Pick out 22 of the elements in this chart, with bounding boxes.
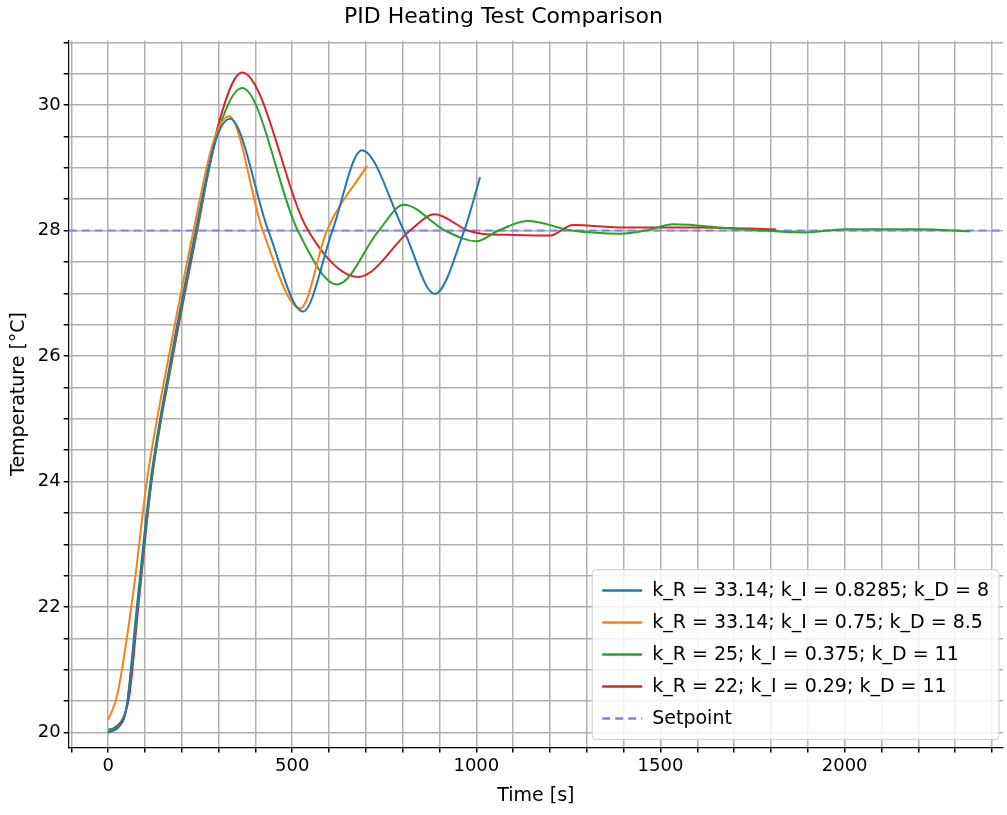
legend-label: k_R = 25; k_I = 0.375; k_D = 11: [652, 641, 959, 665]
x-tick-label: 500: [275, 754, 310, 776]
legend-label: k_R = 22; k_I = 0.29; k_D = 11: [652, 673, 947, 697]
line-series: [107, 71, 777, 734]
y-tick-label: 28: [37, 218, 61, 240]
legend-label: k_R = 33.14; k_I = 0.75; k_D = 8.5: [652, 609, 983, 633]
x-tick-label: 0: [102, 754, 114, 776]
x-tick-label: 2000: [821, 754, 868, 776]
y-tick-label: 26: [37, 343, 61, 365]
y-tick-label: 30: [37, 92, 61, 114]
x-axis-title: Time [s]: [496, 782, 575, 805]
y-tick-label: 24: [37, 469, 61, 491]
y-axis-title: Temperature [°C]: [6, 312, 29, 477]
y-tick-label: 22: [37, 594, 61, 616]
legend-label: Setpoint: [652, 705, 732, 728]
x-tick-label: 1000: [453, 754, 500, 776]
line-series: [107, 115, 368, 721]
x-tick-label: 1500: [637, 754, 684, 776]
y-tick-label: 20: [37, 720, 61, 742]
line-series: [107, 117, 482, 734]
legend-label: k_R = 33.14; k_I = 0.8285; k_D = 8: [652, 577, 990, 601]
chart-title: PID Heating Test Comparison: [344, 2, 663, 28]
